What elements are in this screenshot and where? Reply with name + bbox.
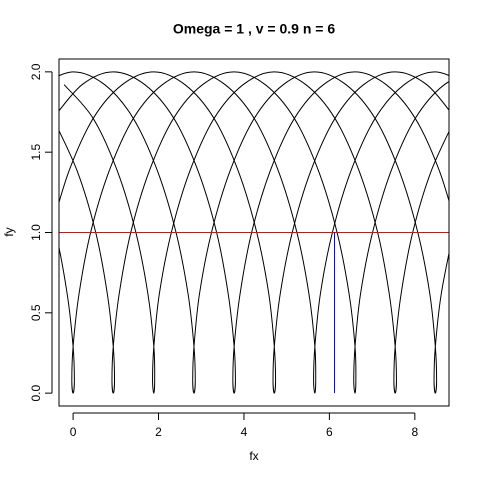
x-tick-label: 0: [70, 425, 77, 439]
y-axis-label: fy: [2, 227, 16, 236]
x-tick-label: 2: [155, 425, 162, 439]
curve: [59, 71, 449, 394]
curve: [59, 71, 449, 394]
curve: [59, 71, 449, 394]
plot-area: [59, 71, 449, 394]
x-tick-label: 8: [411, 425, 418, 439]
plot-box: [58, 58, 450, 407]
y-tick-label: 1.5: [29, 144, 43, 161]
curve: [59, 71, 449, 394]
x-tick-label: 4: [241, 425, 248, 439]
x-axis-label: fx: [249, 449, 258, 463]
curve: [63, 71, 449, 394]
y-tick-label: 0.5: [29, 304, 43, 321]
y-tick-label: 1.0: [29, 224, 43, 241]
chart-title: Omega = 1 , v = 0.9 n = 6: [173, 21, 335, 37]
y-tick-label: 2.0: [29, 63, 43, 80]
x-tick-label: 6: [326, 425, 333, 439]
y-tick-label: 0.0: [29, 384, 43, 401]
